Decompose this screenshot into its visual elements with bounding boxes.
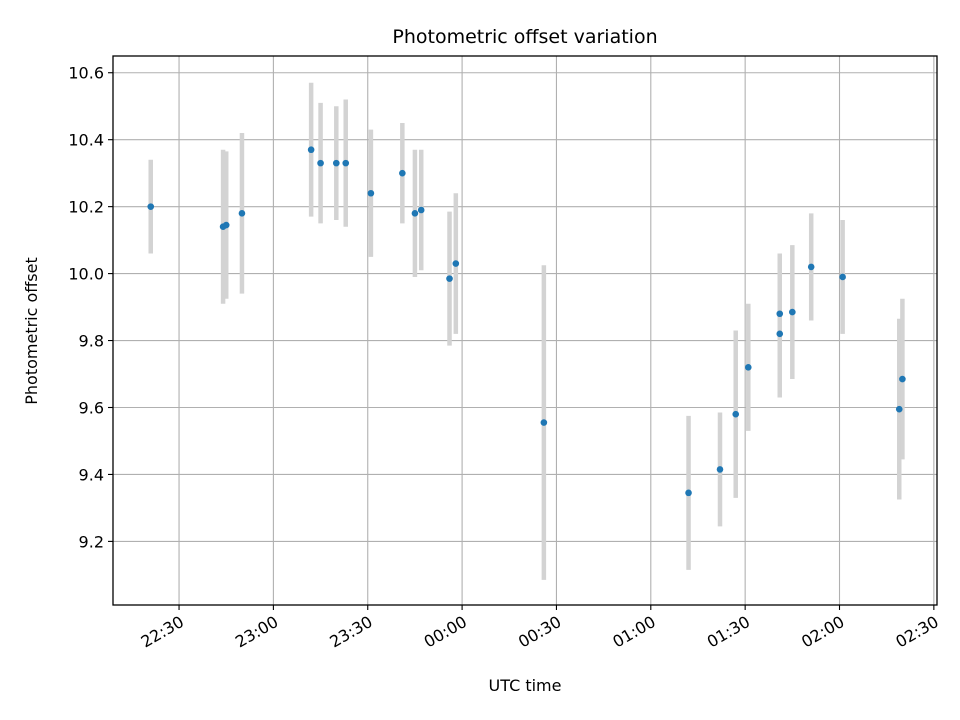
y-tick-label: 9.6 — [79, 398, 104, 417]
data-point — [411, 210, 419, 217]
data-point — [732, 410, 740, 418]
data-point — [317, 159, 324, 167]
grid — [113, 56, 937, 605]
data-point — [807, 263, 815, 271]
chart-title: Photometric offset variation — [392, 26, 657, 48]
y-tick-label: 10.6 — [68, 64, 104, 83]
y-tick-label: 9.4 — [79, 465, 104, 484]
data-point — [147, 203, 155, 210]
data-point — [342, 159, 350, 167]
data-point — [839, 273, 846, 281]
data-point — [899, 375, 906, 383]
data-point — [417, 206, 425, 214]
y-tick-label: 10.4 — [68, 131, 104, 150]
plot-frame — [112, 55, 938, 606]
y-tick-label: 9.8 — [79, 332, 104, 351]
y-tick-label: 9.2 — [79, 532, 104, 551]
data-point — [367, 189, 375, 197]
y-axis-title: Photometric offset — [22, 257, 41, 405]
y-tick-label: 10.2 — [68, 198, 104, 217]
data-point — [452, 260, 460, 267]
data-point — [685, 489, 692, 497]
data-point — [332, 159, 340, 167]
data-point — [776, 310, 784, 318]
data-point — [744, 364, 752, 371]
x-axis-title: UTC time — [489, 676, 562, 695]
data-point — [540, 419, 548, 426]
y-axis: 9.2 9.4 9.6 9.8 10.0 10.2 10.4 10.6 — [68, 64, 113, 551]
y-tick-label: 10.0 — [68, 265, 104, 284]
data-point — [716, 466, 724, 473]
data-point — [238, 210, 246, 217]
data-point — [222, 221, 230, 229]
data-point — [307, 146, 315, 154]
data-point — [446, 275, 453, 282]
data-points — [147, 146, 906, 497]
data-point — [776, 330, 784, 338]
data-point — [895, 405, 903, 413]
data-point — [789, 308, 796, 316]
data-point — [399, 169, 406, 177]
